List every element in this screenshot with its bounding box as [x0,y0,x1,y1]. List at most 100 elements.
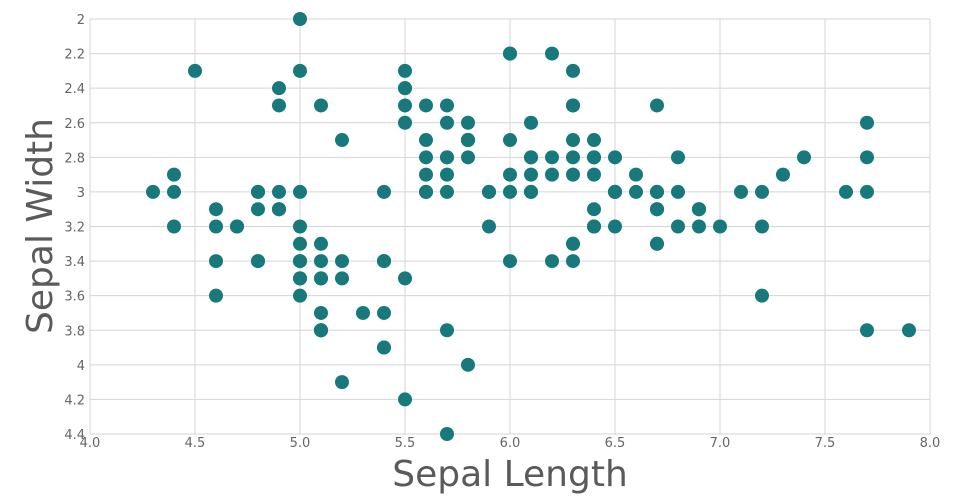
data-point [776,167,790,182]
data-point [146,184,160,199]
data-point [482,219,496,234]
x-tick-label: 6.0 [500,436,521,451]
y-tick-label: 2 [77,13,85,28]
data-point [629,184,643,199]
data-point [251,202,265,217]
data-point [860,150,874,165]
data-point [167,219,181,234]
data-point [524,150,538,165]
data-point [692,202,706,217]
data-point [419,133,433,148]
y-tick-label: 4 [77,359,85,374]
x-tick-label: 5.5 [395,436,416,451]
data-point [440,323,454,338]
data-point [440,115,454,130]
data-point [440,184,454,199]
data-point [461,133,475,148]
x-axis-label: Sepal Length [392,454,628,495]
data-point [272,81,286,96]
data-point [335,271,349,286]
data-point [209,254,223,269]
data-point [503,167,517,182]
y-tick-label: 2.6 [64,117,85,132]
data-point [566,133,580,148]
data-point [755,219,769,234]
data-point [713,219,727,234]
data-point [314,98,328,113]
data-point [293,12,307,26]
data-point [440,167,454,182]
data-point [314,323,328,338]
y-tick-label: 2.4 [64,82,85,97]
data-point [482,184,496,199]
data-point [398,63,412,78]
data-point [335,254,349,269]
data-point [587,133,601,148]
data-point [755,288,769,303]
data-point [608,219,622,234]
data-point [566,98,580,113]
data-point [419,150,433,165]
y-tick-label: 4.4 [64,428,85,443]
data-point [398,81,412,96]
data-point [293,288,307,303]
data-point [650,236,664,251]
y-axis-ticks: 2 2.2 2.4 2.6 2.8 3 3.2 3.4 3.6 3.8 4 4.2 4.4 [64,13,85,443]
data-point [839,184,853,199]
data-point [419,184,433,199]
y-tick-label: 3.8 [64,324,85,339]
data-point [398,271,412,286]
data-point [251,254,265,269]
data-point [587,219,601,234]
data-point [650,184,664,199]
data-point [671,184,685,199]
data-point [419,167,433,182]
data-point [230,219,244,234]
data-points [146,12,916,441]
data-point [356,305,370,320]
data-point [461,115,475,130]
x-tick-label: 7.0 [710,436,731,451]
data-point [377,340,391,355]
data-point [377,254,391,269]
y-tick-label: 3 [77,186,85,201]
data-point [419,98,433,113]
data-point [566,150,580,165]
data-point [608,184,622,199]
data-point [377,305,391,320]
x-axis-ticks: 4.0 4.5 5.0 5.5 6.0 6.5 7.0 7.5 8.0 [80,436,941,451]
data-point [293,254,307,269]
data-point [650,98,664,113]
data-point [461,150,475,165]
grid [89,18,931,435]
y-tick-label: 2.8 [64,151,85,166]
data-point [503,254,517,269]
data-point [545,46,559,61]
data-point [503,133,517,148]
data-point [398,115,412,130]
y-tick-label: 3.4 [64,255,85,270]
data-point [524,184,538,199]
x-tick-label: 8.0 [920,436,941,451]
data-point [377,184,391,199]
data-point [545,254,559,269]
data-point [524,167,538,182]
data-point [503,184,517,199]
data-point [692,219,706,234]
data-point [671,150,685,165]
data-point [335,133,349,148]
y-tick-label: 3.2 [64,221,85,236]
data-point [272,184,286,199]
data-point [272,202,286,217]
data-point [251,184,265,199]
data-point [566,236,580,251]
data-point [167,167,181,182]
data-point [209,288,223,303]
data-point [167,184,181,199]
data-point [566,167,580,182]
data-point [797,150,811,165]
data-point [860,323,874,338]
data-point [461,357,475,372]
y-tick-label: 2.2 [64,48,85,63]
data-point [293,236,307,251]
